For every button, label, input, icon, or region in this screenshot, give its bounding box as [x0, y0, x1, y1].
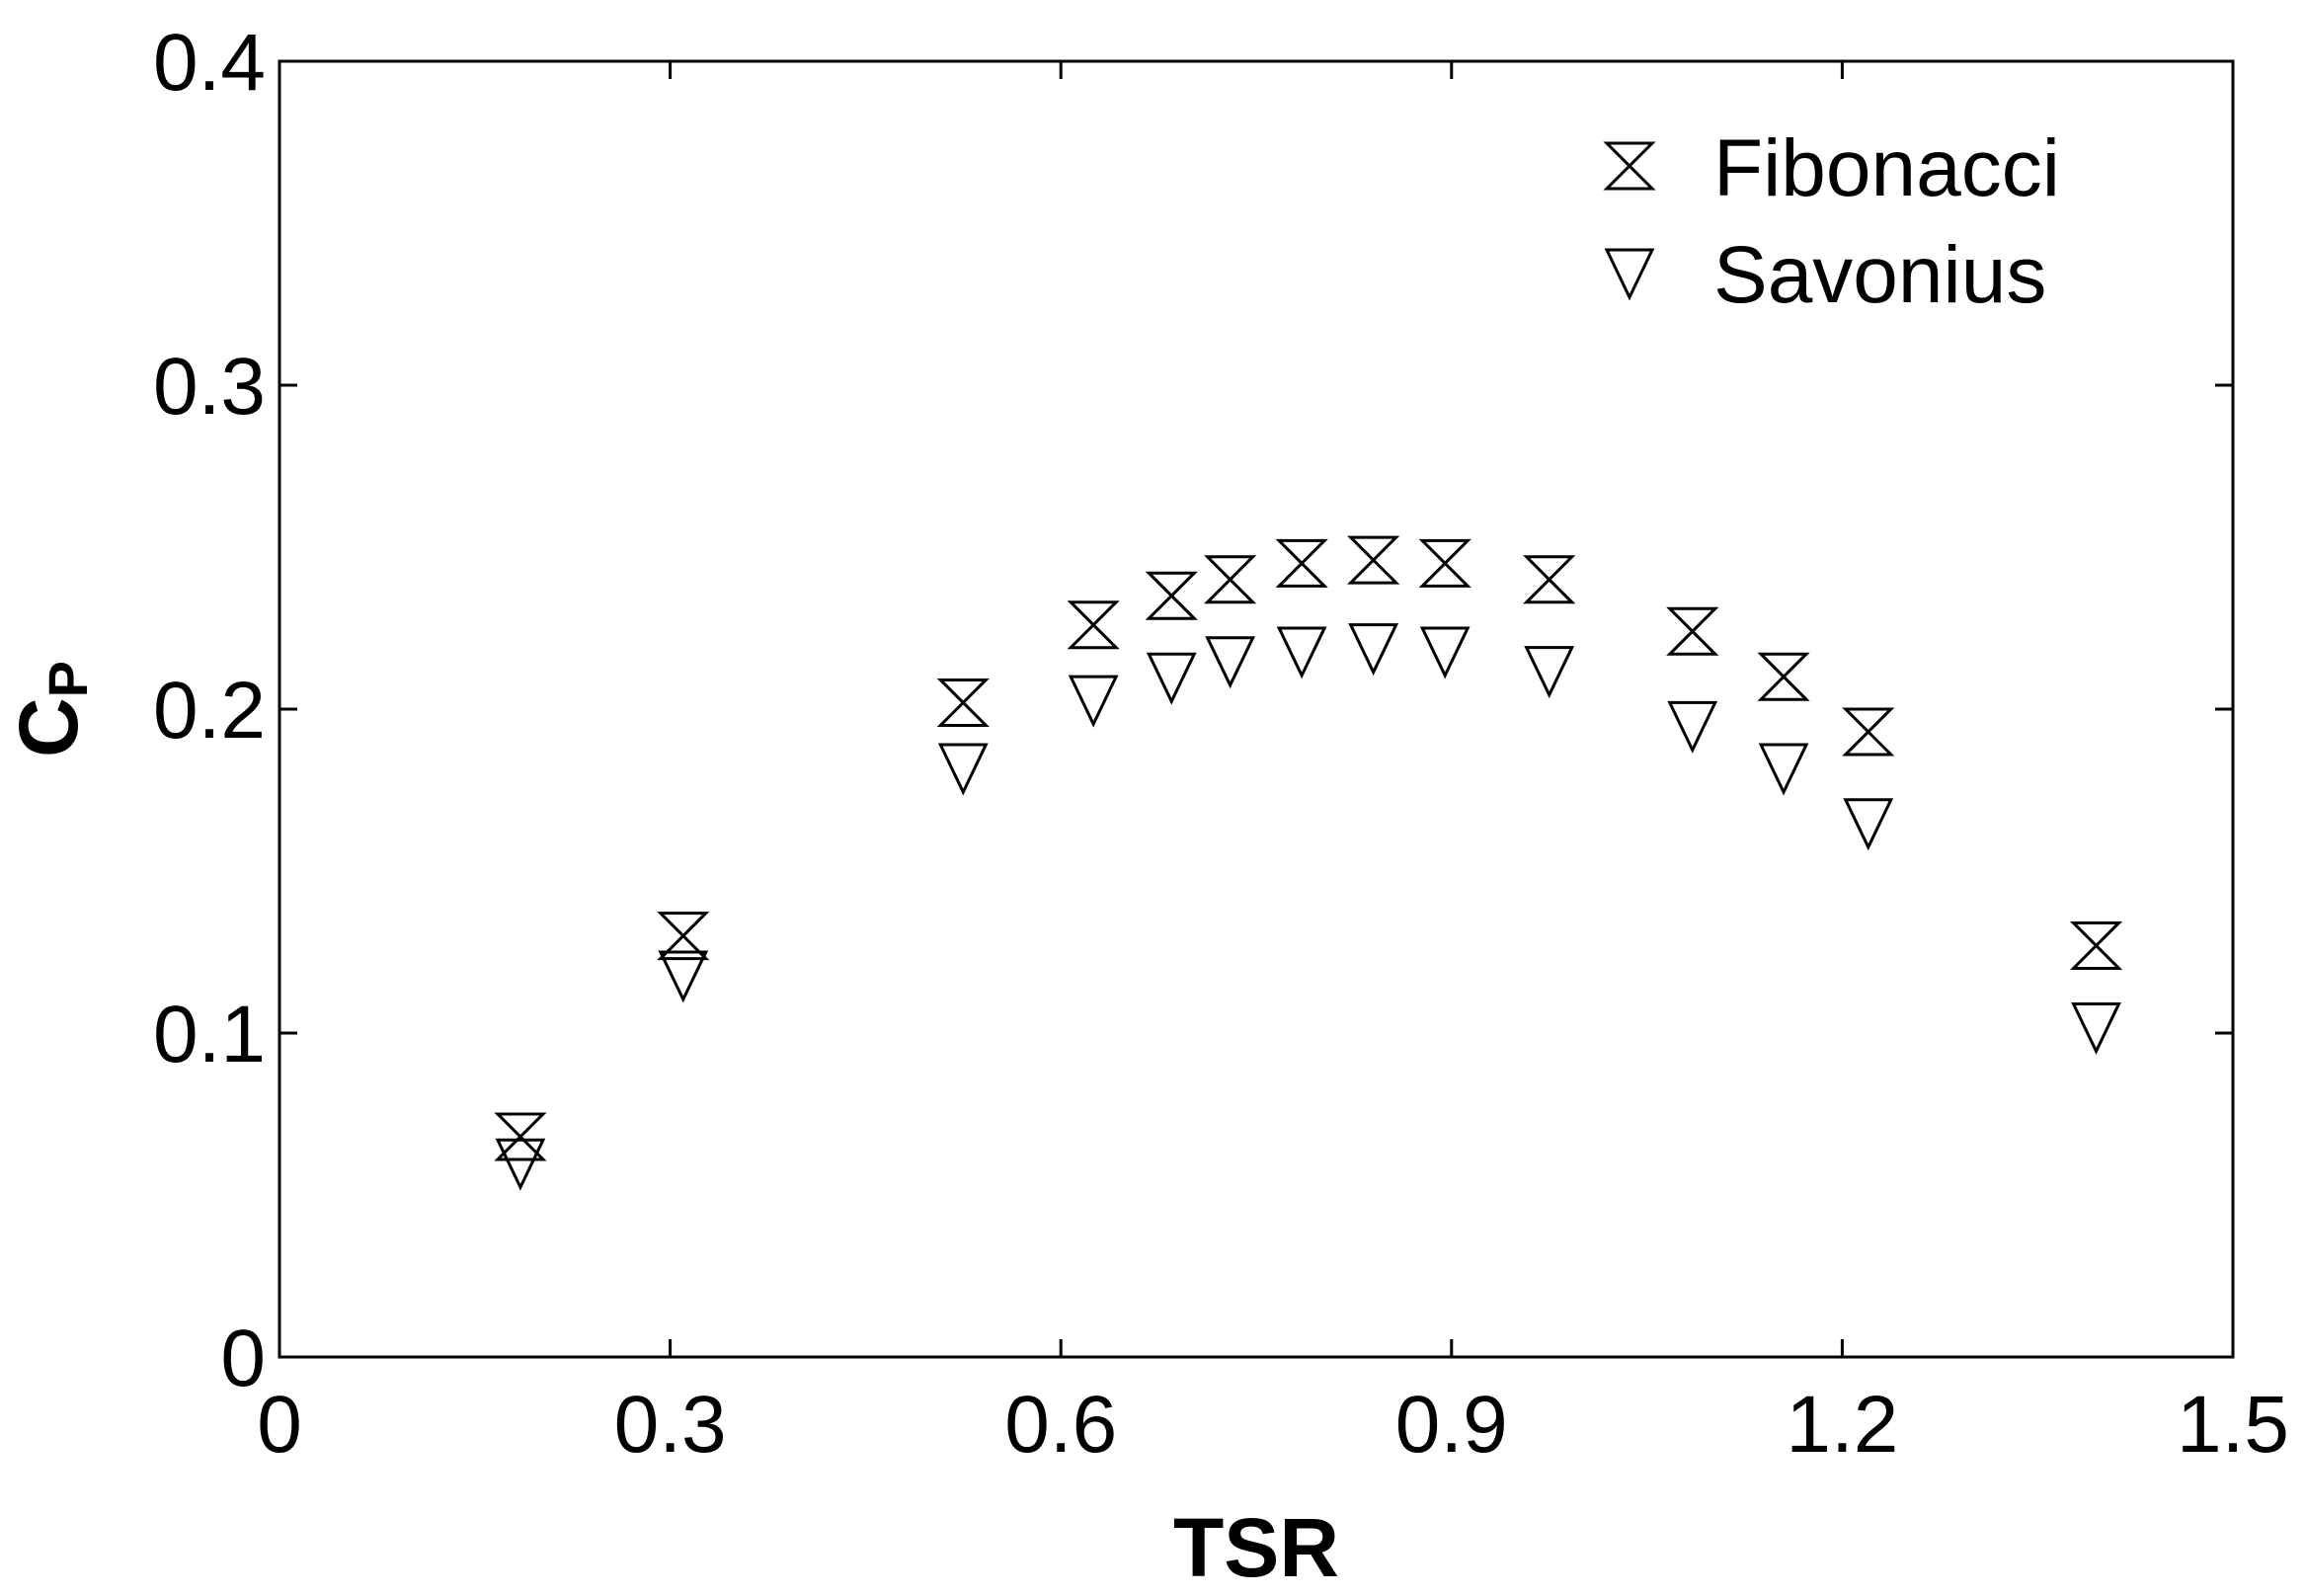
- fibonacci-point: [1842, 707, 1895, 757]
- y-axis-label-sub: P: [37, 661, 99, 697]
- y-tick-label: 0.1: [153, 990, 266, 1079]
- fibonacci-point: [1523, 555, 1576, 604]
- x-tick-label: 1.5: [2177, 1380, 2289, 1470]
- fibonacci-point: [1418, 538, 1471, 588]
- fibonacci-point: [1275, 538, 1328, 588]
- legend-label-fibonacci: Fibonacci: [1713, 123, 2060, 213]
- fibonacci-point: [1067, 600, 1120, 650]
- fibonacci-point: [494, 1112, 547, 1161]
- fibonacci-point: [1347, 535, 1400, 585]
- savonius-point: [1524, 646, 1575, 699]
- savonius-point: [1146, 652, 1197, 705]
- data-points: [494, 535, 2123, 1191]
- y-tick-label: 0.3: [153, 342, 266, 432]
- savonius-point: [1276, 626, 1327, 679]
- legend: Fibonacci Savonius: [1603, 123, 2060, 320]
- savonius-point: [2071, 1001, 2121, 1055]
- fibonacci-point: [2069, 920, 2123, 970]
- savonius-point: [937, 743, 989, 796]
- savonius-point: [495, 1138, 546, 1191]
- x-tick-label: 0: [257, 1380, 302, 1470]
- legend-label-savonius: Savonius: [1713, 230, 2046, 320]
- savonius-point: [1419, 626, 1470, 679]
- fibonacci-point: [1145, 571, 1198, 620]
- y-tick-label: 0.2: [153, 666, 266, 756]
- x-tick-label: 0.3: [614, 1380, 727, 1470]
- y-tick-label: 0.4: [153, 18, 266, 108]
- savonius-point: [1604, 248, 1655, 301]
- y-axis-label-main: C: [2, 697, 95, 758]
- x-axis-label: TSR: [1173, 1501, 1339, 1594]
- savonius-point: [1348, 623, 1399, 677]
- x-tick-label: 0.9: [1395, 1380, 1508, 1470]
- fibonacci-point: [1666, 606, 1719, 656]
- savonius-point: [1205, 636, 1256, 689]
- x-tick-label: 1.2: [1786, 1380, 1898, 1470]
- legend-marker-fibonacci: [1603, 141, 1656, 191]
- savonius-point: [1843, 798, 1894, 851]
- x-tick-label: 0.6: [1004, 1380, 1117, 1470]
- tick-labels: 0 0.3 0.6 0.9 1.2 1.5 0 0.1 0.2 0.3 0.4: [153, 18, 2289, 1470]
- fibonacci-point: [936, 678, 990, 727]
- savonius-point: [1068, 675, 1119, 728]
- savonius-point: [1758, 743, 1809, 796]
- savonius-point: [658, 950, 709, 1003]
- y-axis-label: CP: [2, 661, 99, 758]
- fibonacci-point: [1603, 141, 1656, 191]
- axis-ticks: [278, 59, 2235, 1359]
- fibonacci-point: [1757, 652, 1810, 701]
- savonius-point: [1667, 700, 1718, 754]
- y-tick-label: 0: [220, 1314, 266, 1403]
- fibonacci-point: [1204, 555, 1257, 604]
- legend-marker-savonius: [1604, 248, 1655, 301]
